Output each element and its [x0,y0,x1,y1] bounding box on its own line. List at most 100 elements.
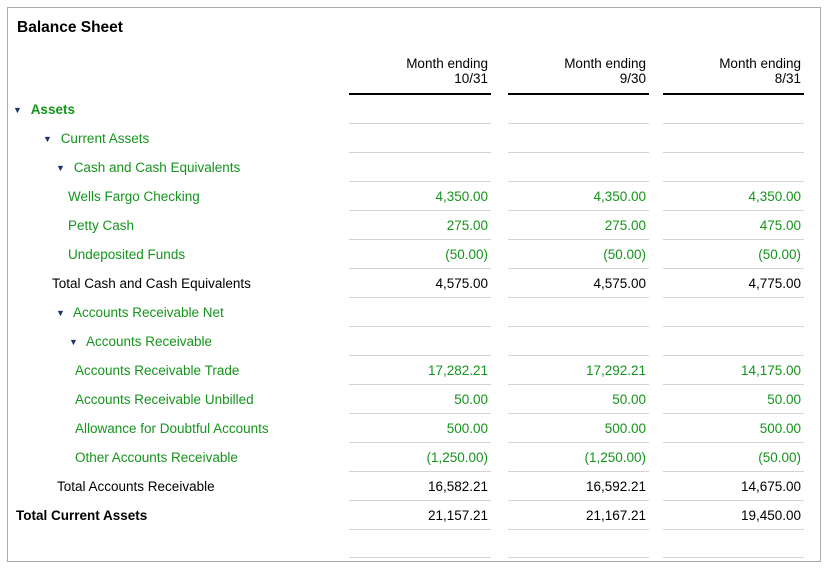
value-cell-col1 [349,153,491,182]
value-cell-col1: 16,582.21 [349,472,491,501]
value-cell-col1: 500.00 [349,414,491,443]
report-row: ▼ Current Assets [8,124,820,153]
cell-value[interactable]: (50.00) [758,449,801,465]
row-label[interactable]: Accounts Receivable Net [72,305,224,320]
row-label[interactable]: Cash and Cash Equivalents [73,160,241,175]
row-label[interactable]: Other Accounts Receivable [75,450,238,465]
cell-value[interactable]: (50.00) [445,246,488,262]
cell-value[interactable]: 4,350.00 [593,188,646,204]
cell-value[interactable]: 500.00 [604,420,646,436]
row-label-cell: Undeposited Funds [13,247,349,262]
column-header-line1: Month ending [719,56,801,71]
value-cell-col2: 500.00 [508,414,649,443]
row-label[interactable]: Undeposited Funds [68,247,186,262]
report-row: Total Accounts Receivable 16,582.21 16,5… [8,472,820,501]
report-row: ▼ Accounts Receivable [8,327,820,356]
value-cell-col3 [663,153,804,182]
value-cell-col2 [508,124,649,153]
cell-value[interactable]: 275.00 [446,217,488,233]
row-label-cell: ▼ Accounts Receivable Net [13,305,349,320]
value-cell-col2: (1,250.00) [508,443,649,472]
cell-value[interactable]: (1,250.00) [584,449,646,465]
cell-value[interactable]: 475.00 [759,217,801,233]
report-row: ▼ Assets [8,95,820,124]
row-label[interactable]: Allowance for Doubtful Accounts [75,421,269,436]
column-header-line2: 10/31 [454,71,488,86]
row-label[interactable]: Petty Cash [68,218,135,233]
cell-value: 4,575.00 [593,275,646,291]
row-label-cell: ▼ Current Assets [13,131,349,146]
column-header-line1: Month ending [564,56,646,71]
column-header: Month ending 9/30 [508,43,649,95]
value-cell-col1 [349,95,491,124]
column-header: Month ending 8/31 [663,43,804,95]
cell-value: 16,582.21 [427,478,488,494]
cell-value[interactable]: (50.00) [758,246,801,262]
cell-value[interactable]: 500.00 [759,420,801,436]
value-cell-col1 [349,298,491,327]
value-cell-col2 [508,95,649,124]
row-label-cell: Accounts Receivable Trade [13,363,349,378]
value-cell-col1: 4,575.00 [349,269,491,298]
value-cell-col2: 21,167.21 [508,501,649,530]
value-cell-col3 [663,327,804,356]
collapse-triangle-icon[interactable]: ▼ [56,308,65,318]
value-cell-col3: 475.00 [663,211,804,240]
value-cell-col3: 14,175.00 [663,356,804,385]
collapse-triangle-icon[interactable]: ▼ [43,134,52,144]
cell-value[interactable]: 50.00 [612,391,646,407]
row-label-cell: Wells Fargo Checking [13,189,349,204]
collapse-triangle-icon[interactable]: ▼ [56,163,65,173]
value-cell-col3 [663,124,804,153]
report-row: Total Current Assets 21,157.21 21,167.21… [8,501,820,530]
report-rows: ▼ Assets ▼ Current Assets ▼ Cash and Cas… [8,95,820,530]
cell-value[interactable]: 50.00 [454,391,488,407]
row-label[interactable]: Assets [30,102,75,117]
cell-value: 4,575.00 [435,275,488,291]
value-cell-col3: 19,450.00 [663,501,804,530]
value-cell-col3: 4,350.00 [663,182,804,211]
cell-value: 21,157.21 [427,507,488,523]
report-row: Allowance for Doubtful Accounts 500.00 5… [8,414,820,443]
value-cell-col2: 4,350.00 [508,182,649,211]
cell-value[interactable]: 17,292.21 [585,362,646,378]
cell-value[interactable]: 50.00 [767,391,801,407]
value-cell-col2: (50.00) [508,240,649,269]
row-label[interactable]: Wells Fargo Checking [68,189,200,204]
row-label[interactable]: Accounts Receivable [85,334,213,349]
column-header-line2: 8/31 [774,71,801,86]
cell-value[interactable]: 4,350.00 [748,188,801,204]
row-label[interactable]: Current Assets [60,131,150,146]
cell-value[interactable]: 275.00 [604,217,646,233]
row-label-cell: Total Current Assets [13,508,349,523]
report-row: Accounts Receivable Unbilled 50.00 50.00… [8,385,820,414]
value-cell-col2: 275.00 [508,211,649,240]
cell-value[interactable]: 17,282.21 [427,362,488,378]
column-header-line1: Month ending [406,56,488,71]
value-cell-col1: (50.00) [349,240,491,269]
report-row: Total Cash and Cash Equivalents 4,575.00… [8,269,820,298]
cell-value[interactable]: 4,350.00 [435,188,488,204]
cell-value[interactable]: (50.00) [603,246,646,262]
value-cell-col2 [508,298,649,327]
column-header-line2: 9/30 [619,71,646,86]
cell-value[interactable]: (1,250.00) [426,449,488,465]
report-row: Undeposited Funds (50.00) (50.00) (50.00… [8,240,820,269]
collapse-triangle-icon[interactable]: ▼ [69,337,78,347]
row-label-cell: Accounts Receivable Unbilled [13,392,349,407]
row-label-cell: ▼ Assets [13,102,349,117]
value-cell-col3: (50.00) [663,240,804,269]
value-cell-col3: 500.00 [663,414,804,443]
row-label-cell: ▼ Cash and Cash Equivalents [13,160,349,175]
column-header-row: Month ending 10/31 Month ending 9/30 Mon… [8,43,820,95]
header-spacer [13,43,349,95]
value-cell-col2 [508,327,649,356]
row-label[interactable]: Accounts Receivable Unbilled [75,392,254,407]
value-cell-col2: 16,592.21 [508,472,649,501]
collapse-triangle-icon[interactable]: ▼ [13,105,22,115]
balance-sheet-report: Balance Sheet Month ending 10/31 Month e… [7,7,821,562]
row-label-cell: ▼ Accounts Receivable [13,334,349,349]
cell-value[interactable]: 500.00 [446,420,488,436]
cell-value[interactable]: 14,175.00 [740,362,801,378]
row-label[interactable]: Accounts Receivable Trade [75,363,240,378]
